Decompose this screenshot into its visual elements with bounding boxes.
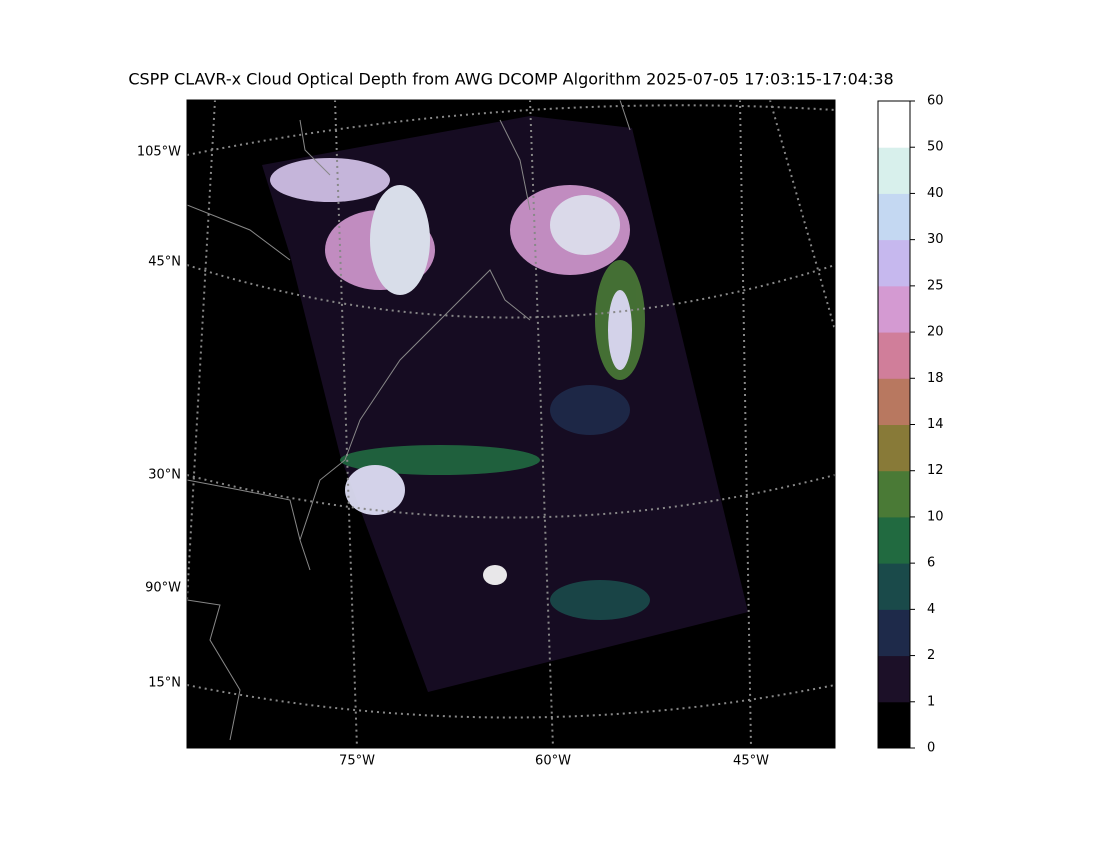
map-labels: 105°W 45°N 30°N 90°W 15°N 75°W 60°W 45°W bbox=[137, 145, 769, 769]
graticule bbox=[529, 100, 554, 748]
colorbar-tick-label: 12 bbox=[927, 463, 944, 478]
colorbar-tick-label: 60 bbox=[927, 94, 944, 109]
lat-lon-label: 45°N bbox=[148, 255, 181, 270]
lon-label: 60°W bbox=[535, 754, 571, 769]
colorbar-segment bbox=[878, 285, 910, 333]
coastlines bbox=[187, 100, 631, 741]
lat-lon-label: 15°N bbox=[148, 676, 181, 691]
colorbar-tick-label: 14 bbox=[927, 417, 944, 432]
lon-label: 45°W bbox=[733, 754, 769, 769]
colorbar-segment bbox=[878, 563, 910, 610]
colorbar-tick-label: 6 bbox=[927, 556, 935, 571]
colorbar-tick-label: 20 bbox=[927, 325, 944, 340]
map-frame bbox=[186, 99, 836, 749]
lat-lon-label: 90°W bbox=[145, 581, 181, 596]
colorbar-tick-label: 25 bbox=[927, 278, 944, 293]
colorbar-segment bbox=[878, 332, 910, 379]
colorbar-segment bbox=[878, 239, 910, 287]
colorbar-tick-label: 40 bbox=[927, 186, 944, 201]
graticule bbox=[187, 684, 835, 719]
colorbar-tick-label: 0 bbox=[927, 741, 935, 756]
colorbar-tick-label: 18 bbox=[927, 371, 944, 386]
lat-lon-label: 105°W bbox=[137, 145, 181, 160]
colorbar-segment bbox=[878, 101, 910, 148]
map bbox=[186, 99, 836, 749]
colorbar-segment bbox=[878, 147, 910, 194]
colorbar-segment bbox=[878, 655, 910, 703]
clouds bbox=[270, 158, 650, 620]
lat-lon-label: 30°N bbox=[148, 468, 181, 483]
graticule bbox=[769, 100, 835, 331]
title: CSPP CLAVR-x Cloud Optical Depth from AW… bbox=[128, 70, 893, 89]
graticule bbox=[187, 264, 835, 319]
colorbar-tick-label: 1 bbox=[927, 694, 935, 709]
graticule bbox=[187, 104, 835, 156]
colorbar-segment bbox=[878, 424, 910, 472]
graticule bbox=[334, 100, 358, 748]
colorbar-segment bbox=[878, 470, 910, 518]
colorbar-tick-label: 30 bbox=[927, 232, 944, 247]
colorbar-segment bbox=[878, 516, 910, 564]
lon-label: 75°W bbox=[339, 754, 375, 769]
colorbar-tick-label: 10 bbox=[927, 509, 944, 524]
colorbar-tick-label: 4 bbox=[927, 602, 935, 617]
colorbar-segment bbox=[878, 378, 910, 425]
colorbar-tick-label: 50 bbox=[927, 140, 944, 155]
colorbar-segment bbox=[878, 701, 910, 749]
graticule bbox=[739, 100, 752, 748]
colorbar-tick-label: 2 bbox=[927, 648, 935, 663]
colorbar-segment bbox=[878, 609, 910, 657]
colorbar-segment bbox=[878, 193, 910, 241]
